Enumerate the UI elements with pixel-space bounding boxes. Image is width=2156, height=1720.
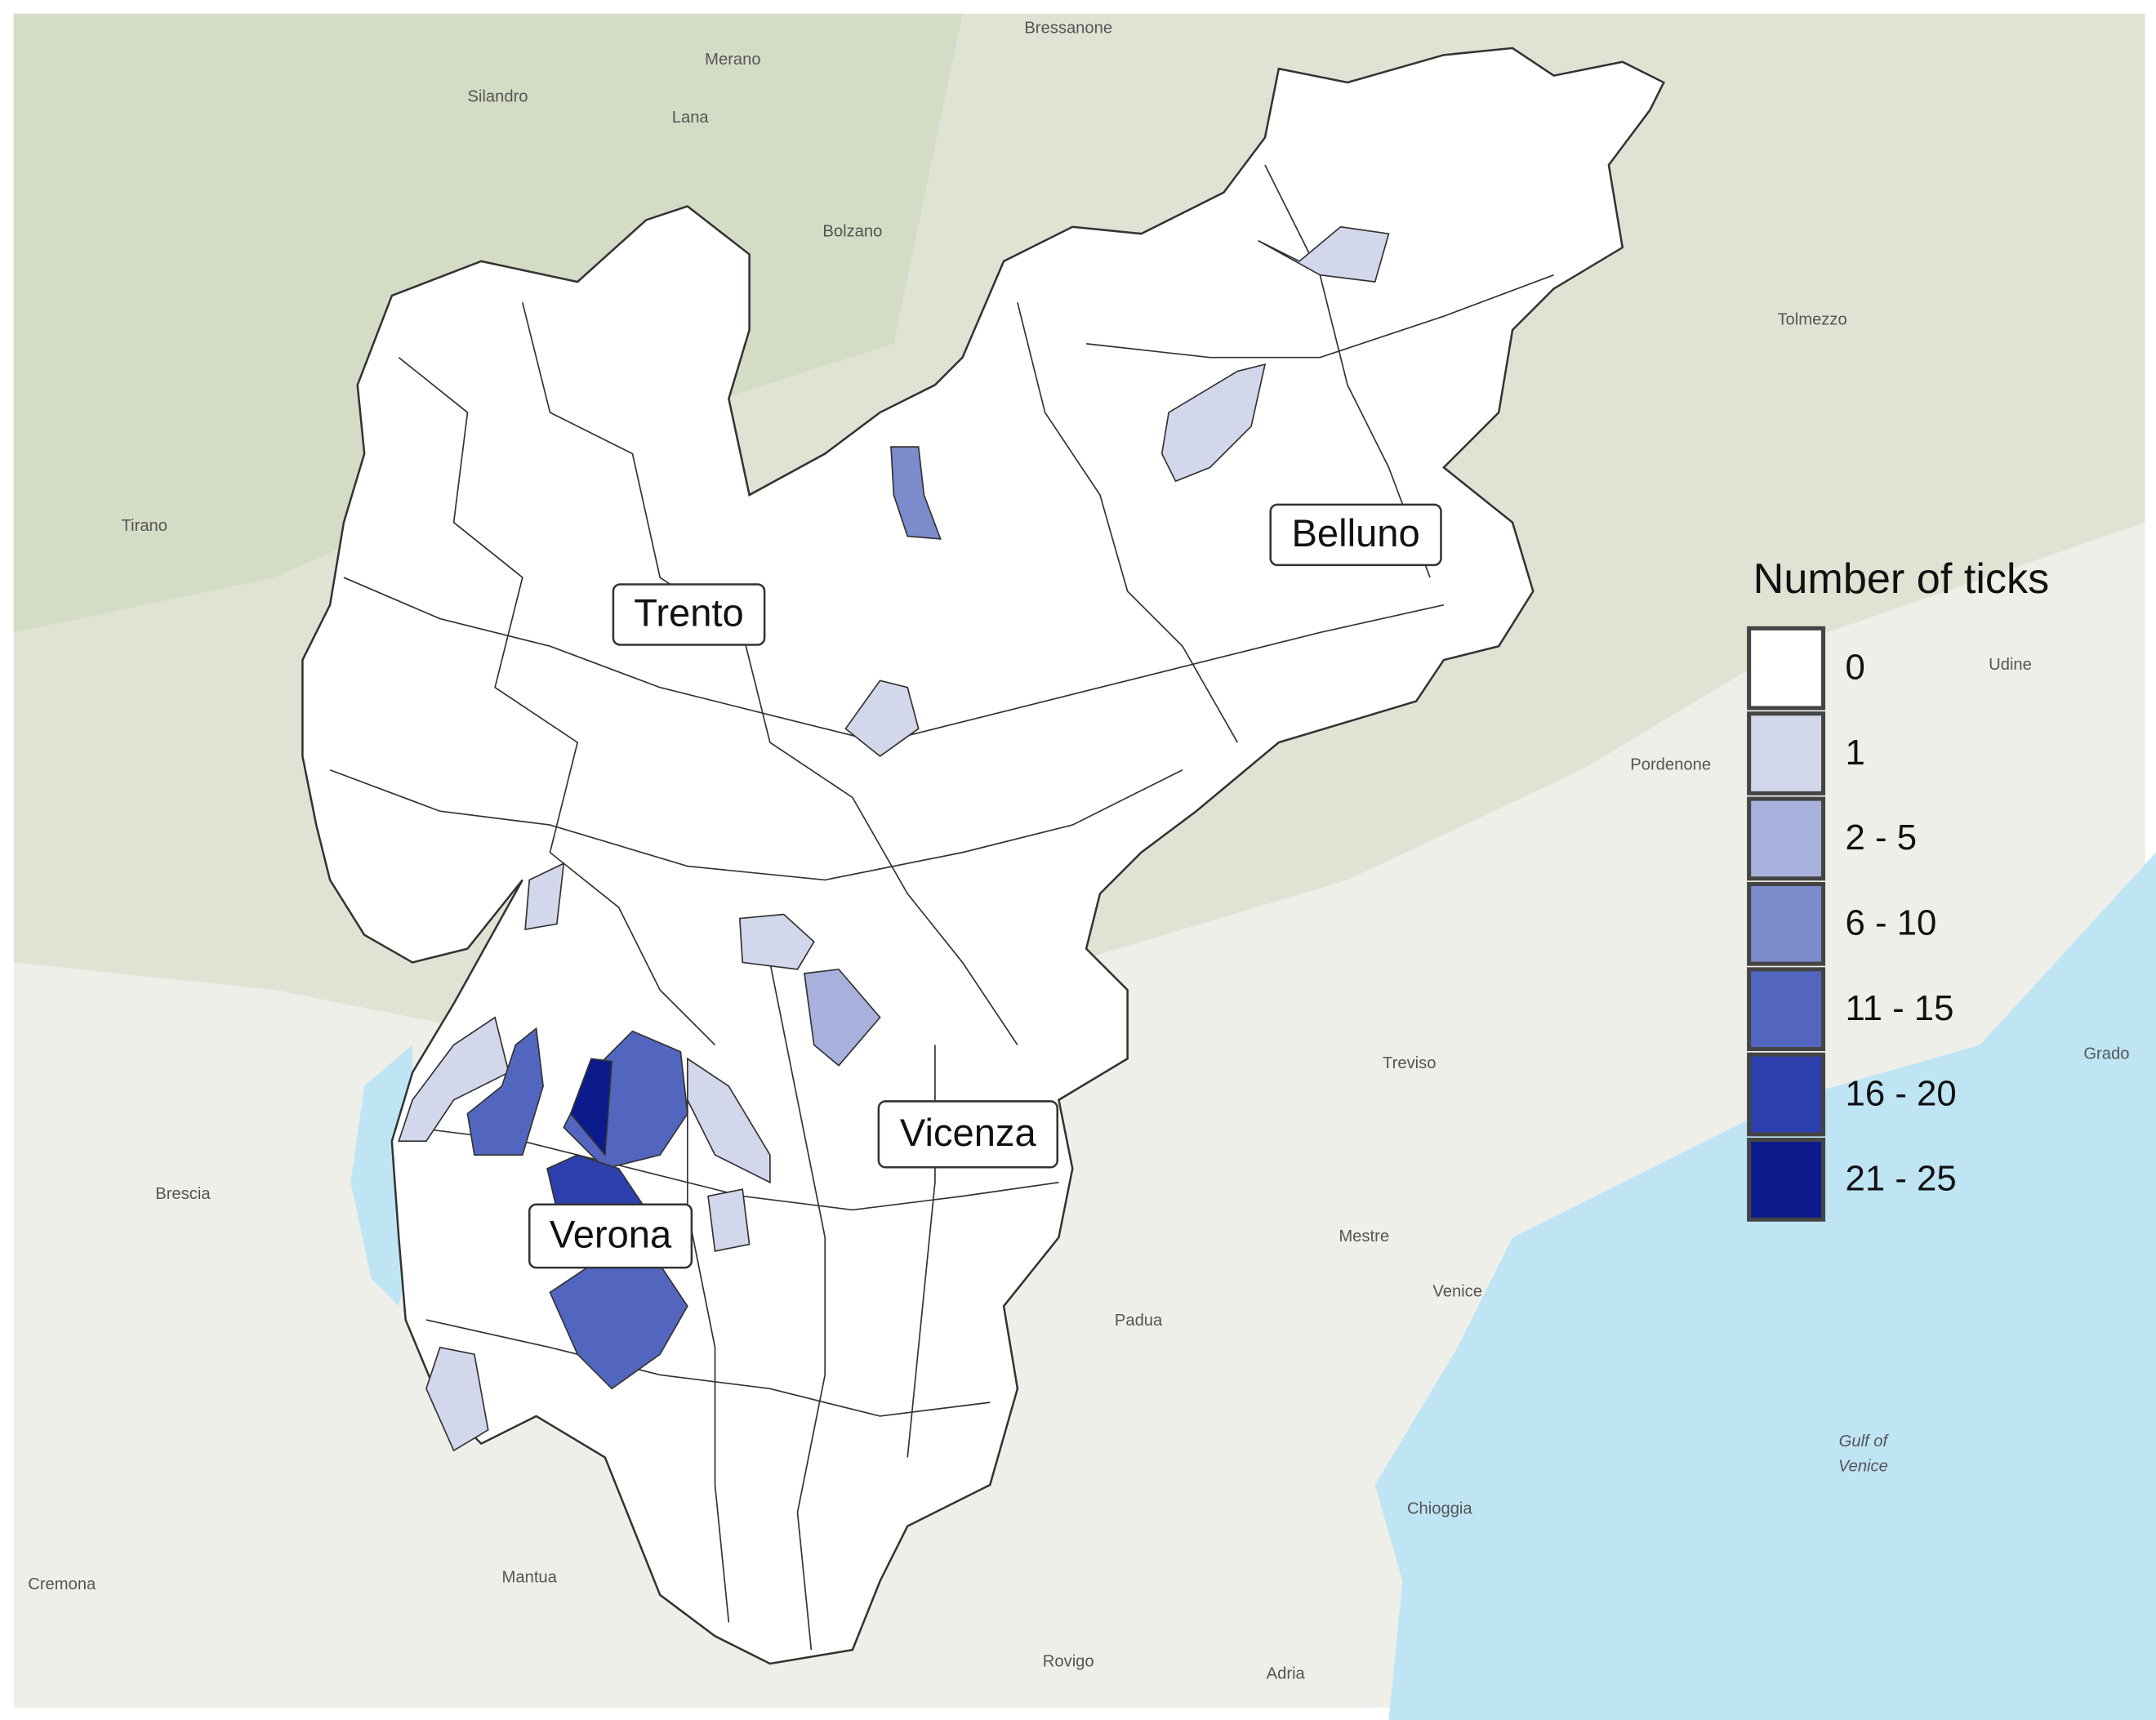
place-label: Adria [1267,1664,1306,1682]
province-box [528,1203,693,1269]
province-label: Trento [634,591,743,635]
place-labels: Bressanone Merano Silandro Lana Bolzano … [28,19,2129,1682]
place-label: Chioggia [1407,1499,1472,1517]
legend-swatch [1747,626,1826,711]
legend-label: 2 - 5 [1845,818,1917,858]
legend-label: 11 - 15 [1845,988,1953,1028]
legend-swatch [1747,796,1826,881]
place-label: Venice [1432,1282,1482,1300]
province-box [612,583,766,646]
place-label: Mestre [1339,1228,1389,1245]
place-label: Mantua [502,1569,558,1587]
place-label: Tolmezzo [1777,310,1846,328]
place-label: Udine [1989,656,2032,674]
legend-swatch [1747,881,1826,966]
sea [1374,852,2156,1720]
place-label: Cremona [28,1575,96,1593]
place-label: Bressanone [1024,19,1112,37]
place-label: Merano [705,51,760,69]
legend-swatch [1747,1052,1826,1137]
province-box [1269,503,1442,567]
place-label: Grado [2083,1045,2129,1063]
province-labels: Trento Belluno Vicenza Verona [528,503,1442,1269]
tick-areas [398,225,1390,1452]
place-label: Pordenone [1630,756,1711,774]
province-box [877,1100,1059,1169]
place-label: Brescia [155,1185,211,1203]
place-label: Bolzano [822,223,882,241]
legend-title: Number of ticks [1753,555,2050,603]
place-label: Padua [1115,1312,1163,1330]
legend: Number of ticks 0 1 2 - 5 6 - 10 11 - 15 16 -… [1747,555,2050,1222]
legend-swatch [1747,711,1826,795]
place-label: Treviso [1383,1054,1436,1072]
sea-label: Gulf of [1839,1433,1890,1450]
sea-label: Venice [1838,1457,1888,1475]
place-label: Lana [672,109,710,127]
legend-swatch [1747,967,1826,1051]
legend-label: 16 - 20 [1845,1073,1956,1113]
legend-swatch [1747,1138,1826,1222]
legend-label: 1 [1845,733,1864,773]
place-label: Tirano [122,517,167,535]
province-label: Vicenza [900,1111,1037,1154]
lake-garda [350,1045,413,1307]
place-label: Rovigo [1043,1652,1094,1670]
legend-label: 21 - 25 [1845,1159,1956,1199]
province-label: Belluno [1291,511,1419,555]
legend-label: 0 [1845,647,1864,687]
province-label: Verona [550,1213,672,1256]
place-label: Silandro [467,88,528,106]
legend-label: 6 - 10 [1845,903,1936,943]
